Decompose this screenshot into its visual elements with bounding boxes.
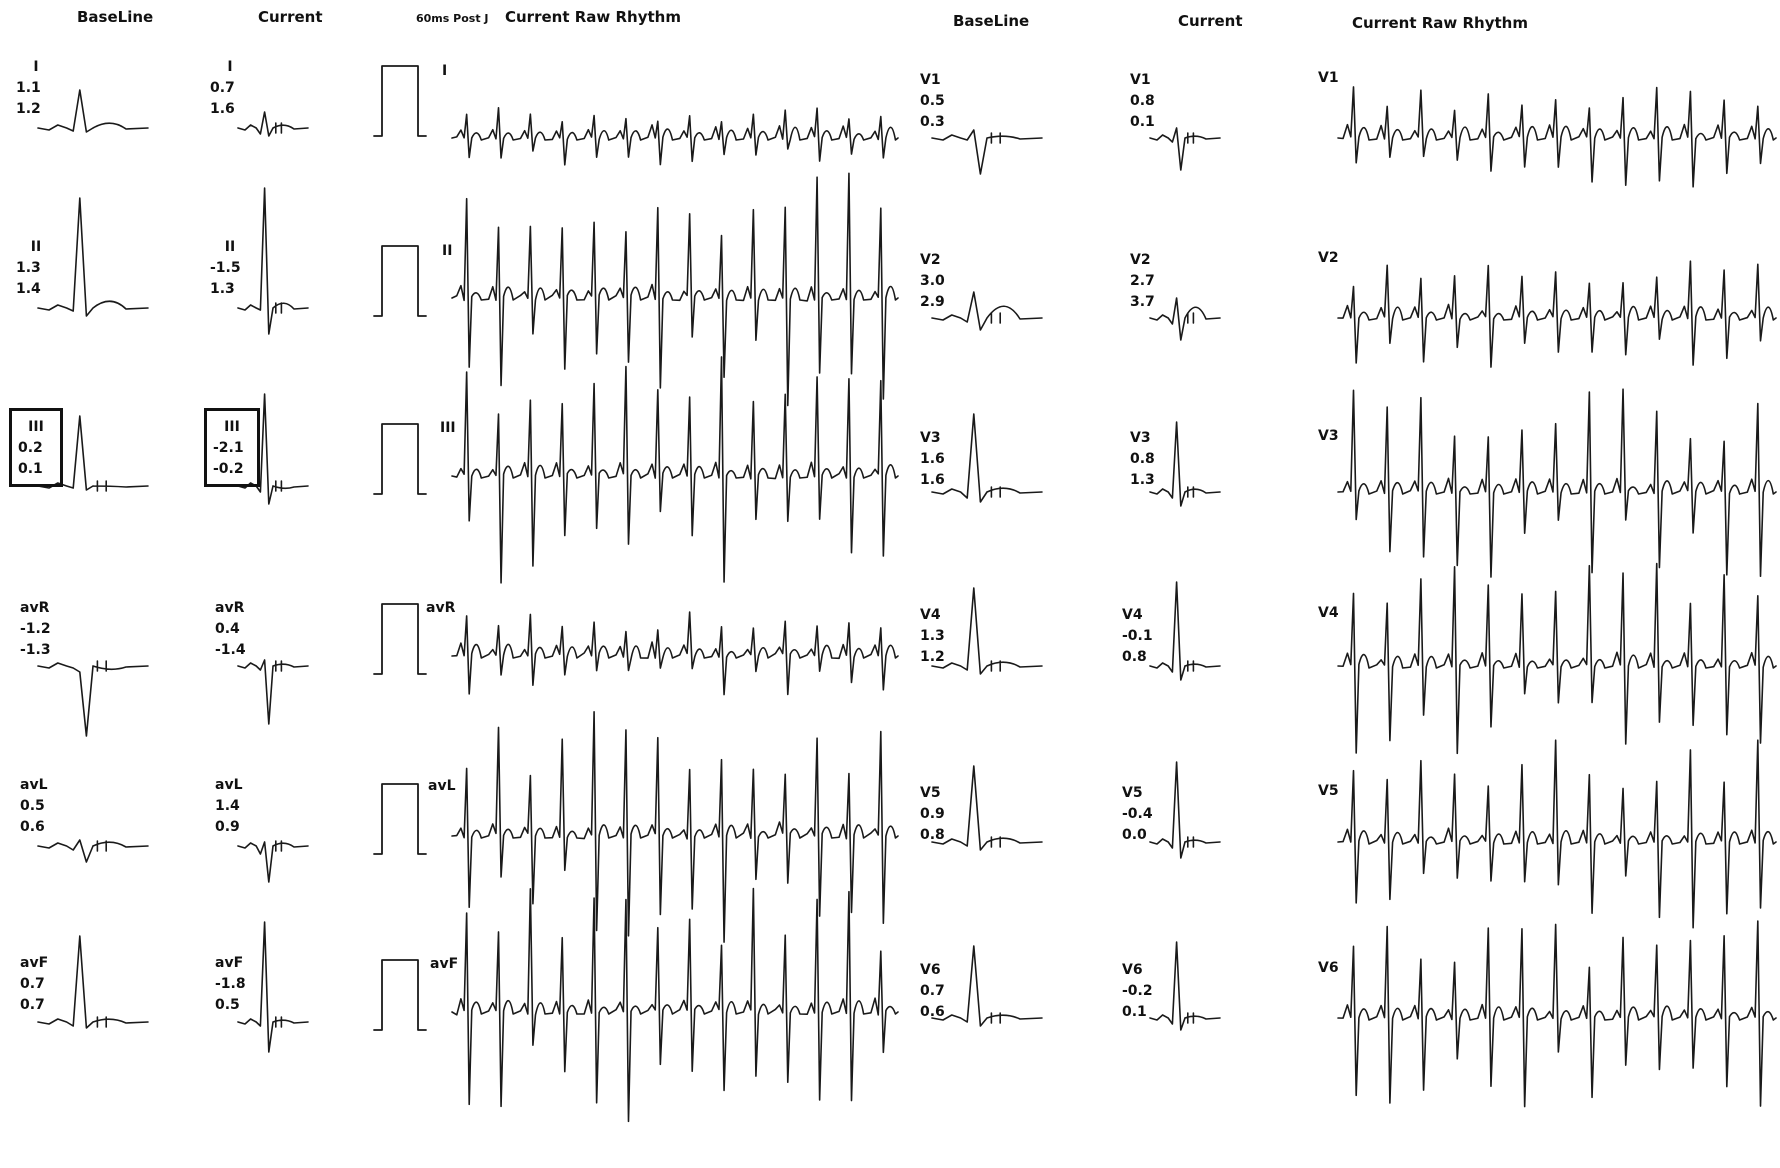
raw-rhythm-V2 [1337, 260, 1777, 368]
limb-baseline-label-II: II 1.3 1.4 [16, 239, 42, 297]
raw-label-V2: V2 [1318, 250, 1339, 266]
raw-label-III: III [440, 420, 456, 436]
current-beat-avL [237, 840, 309, 883]
current-beat-avF [237, 921, 309, 1053]
limb-baseline-label-III: III 0.2 0.1 [9, 408, 63, 487]
baseline-beat-V2 [931, 291, 1043, 331]
precordial-current-label-V1: V1 0.8 0.1 [1130, 72, 1155, 130]
precordial-baseline-label-V4: V4 1.3 1.2 [920, 607, 945, 665]
baseline-beat-avR [37, 660, 149, 737]
current-beat-V4 [1149, 581, 1221, 681]
raw-rhythm-V3 [1337, 388, 1777, 578]
raw-rhythm-II [451, 172, 899, 407]
raw-label-V6: V6 [1318, 960, 1339, 976]
precordial-baseline-label-V2: V2 3.0 2.9 [920, 252, 945, 310]
precordial-current-label-V2: V2 2.7 3.7 [1130, 252, 1155, 310]
raw-label-I: I [442, 63, 448, 79]
header-current-limb: Current [258, 8, 323, 26]
baseline-beat-V5 [931, 765, 1043, 851]
limb-current-label-II: II -1.5 1.3 [210, 239, 241, 297]
raw-rhythm-V6 [1337, 920, 1777, 1108]
raw-label-V3: V3 [1318, 428, 1339, 444]
limb-current-label-I: I 0.7 1.6 [210, 59, 235, 117]
baseline-beat-V4 [931, 587, 1043, 675]
current-beat-V6 [1149, 941, 1221, 1031]
raw-label-avR: avR [426, 600, 456, 616]
baseline-beat-V1 [931, 129, 1043, 175]
raw-rhythm-avR [451, 611, 899, 696]
raw-label-V5: V5 [1318, 783, 1339, 799]
baseline-beat-II [37, 197, 149, 317]
current-beat-I [237, 111, 309, 137]
baseline-beat-V3 [931, 413, 1043, 503]
limb-current-label-avL: avL 1.4 0.9 [215, 777, 243, 835]
baseline-beat-V6 [931, 945, 1043, 1027]
raw-rhythm-I [451, 107, 899, 166]
header-baseline-precordial: BaseLine [953, 12, 1030, 30]
limb-baseline-label-avL: avL 0.5 0.6 [20, 777, 48, 835]
raw-rhythm-V5 [1337, 739, 1777, 929]
raw-label-II: II [442, 243, 453, 259]
current-beat-V2 [1149, 297, 1221, 341]
raw-label-V1: V1 [1318, 70, 1339, 86]
precordial-baseline-label-V6: V6 0.7 0.6 [920, 962, 945, 1020]
precordial-current-label-V4: V4 -0.1 0.8 [1122, 607, 1153, 665]
precordial-baseline-label-V3: V3 1.6 1.6 [920, 430, 945, 488]
baseline-beat-III [37, 415, 149, 492]
header-raw-rhythm-limb: Current Raw Rhythm [505, 8, 681, 26]
header-raw-rhythm-precordial: Current Raw Rhythm [1352, 14, 1528, 32]
calibration-pulse-avR [373, 603, 427, 675]
current-beat-II [237, 187, 309, 335]
header-baseline-limb: BaseLine [77, 8, 154, 26]
precordial-current-label-V5: V5 -0.4 0.0 [1122, 785, 1153, 843]
precordial-current-label-V6: V6 -0.2 0.1 [1122, 962, 1153, 1020]
baseline-beat-I [37, 89, 149, 133]
precordial-current-label-V3: V3 0.8 1.3 [1130, 430, 1155, 488]
header-post-j: 60ms Post J [416, 12, 489, 25]
raw-rhythm-avL [451, 710, 899, 943]
calibration-pulse-avL [373, 783, 427, 855]
limb-current-label-avF: avF -1.8 0.5 [215, 955, 246, 1013]
raw-rhythm-avF [451, 887, 899, 1123]
raw-label-V4: V4 [1318, 605, 1339, 621]
raw-rhythm-V4 [1337, 562, 1777, 755]
calibration-pulse-II [373, 245, 427, 317]
limb-baseline-label-avR: avR -1.2 -1.3 [20, 600, 51, 658]
current-beat-V3 [1149, 421, 1221, 507]
precordial-baseline-label-V1: V1 0.5 0.3 [920, 72, 945, 130]
precordial-baseline-label-V5: V5 0.9 0.8 [920, 785, 945, 843]
calibration-pulse-I [373, 65, 427, 137]
raw-label-avF: avF [430, 956, 459, 972]
raw-label-avL: avL [428, 778, 456, 794]
calibration-pulse-avF [373, 959, 427, 1031]
limb-baseline-label-avF: avF 0.7 0.7 [20, 955, 49, 1013]
current-beat-III [237, 393, 309, 505]
limb-current-label-avR: avR 0.4 -1.4 [215, 600, 246, 658]
current-beat-V1 [1149, 127, 1221, 171]
current-beat-V5 [1149, 761, 1221, 859]
raw-rhythm-III [451, 356, 899, 584]
calibration-pulse-III [373, 423, 427, 495]
header-current-precordial: Current [1178, 12, 1243, 30]
baseline-beat-avF [37, 935, 149, 1029]
baseline-beat-avL [37, 839, 149, 863]
limb-baseline-label-I: I 1.1 1.2 [16, 59, 41, 117]
current-beat-avR [237, 659, 309, 725]
limb-current-label-III: III -2.1 -0.2 [204, 408, 260, 487]
raw-rhythm-V1 [1337, 86, 1777, 188]
